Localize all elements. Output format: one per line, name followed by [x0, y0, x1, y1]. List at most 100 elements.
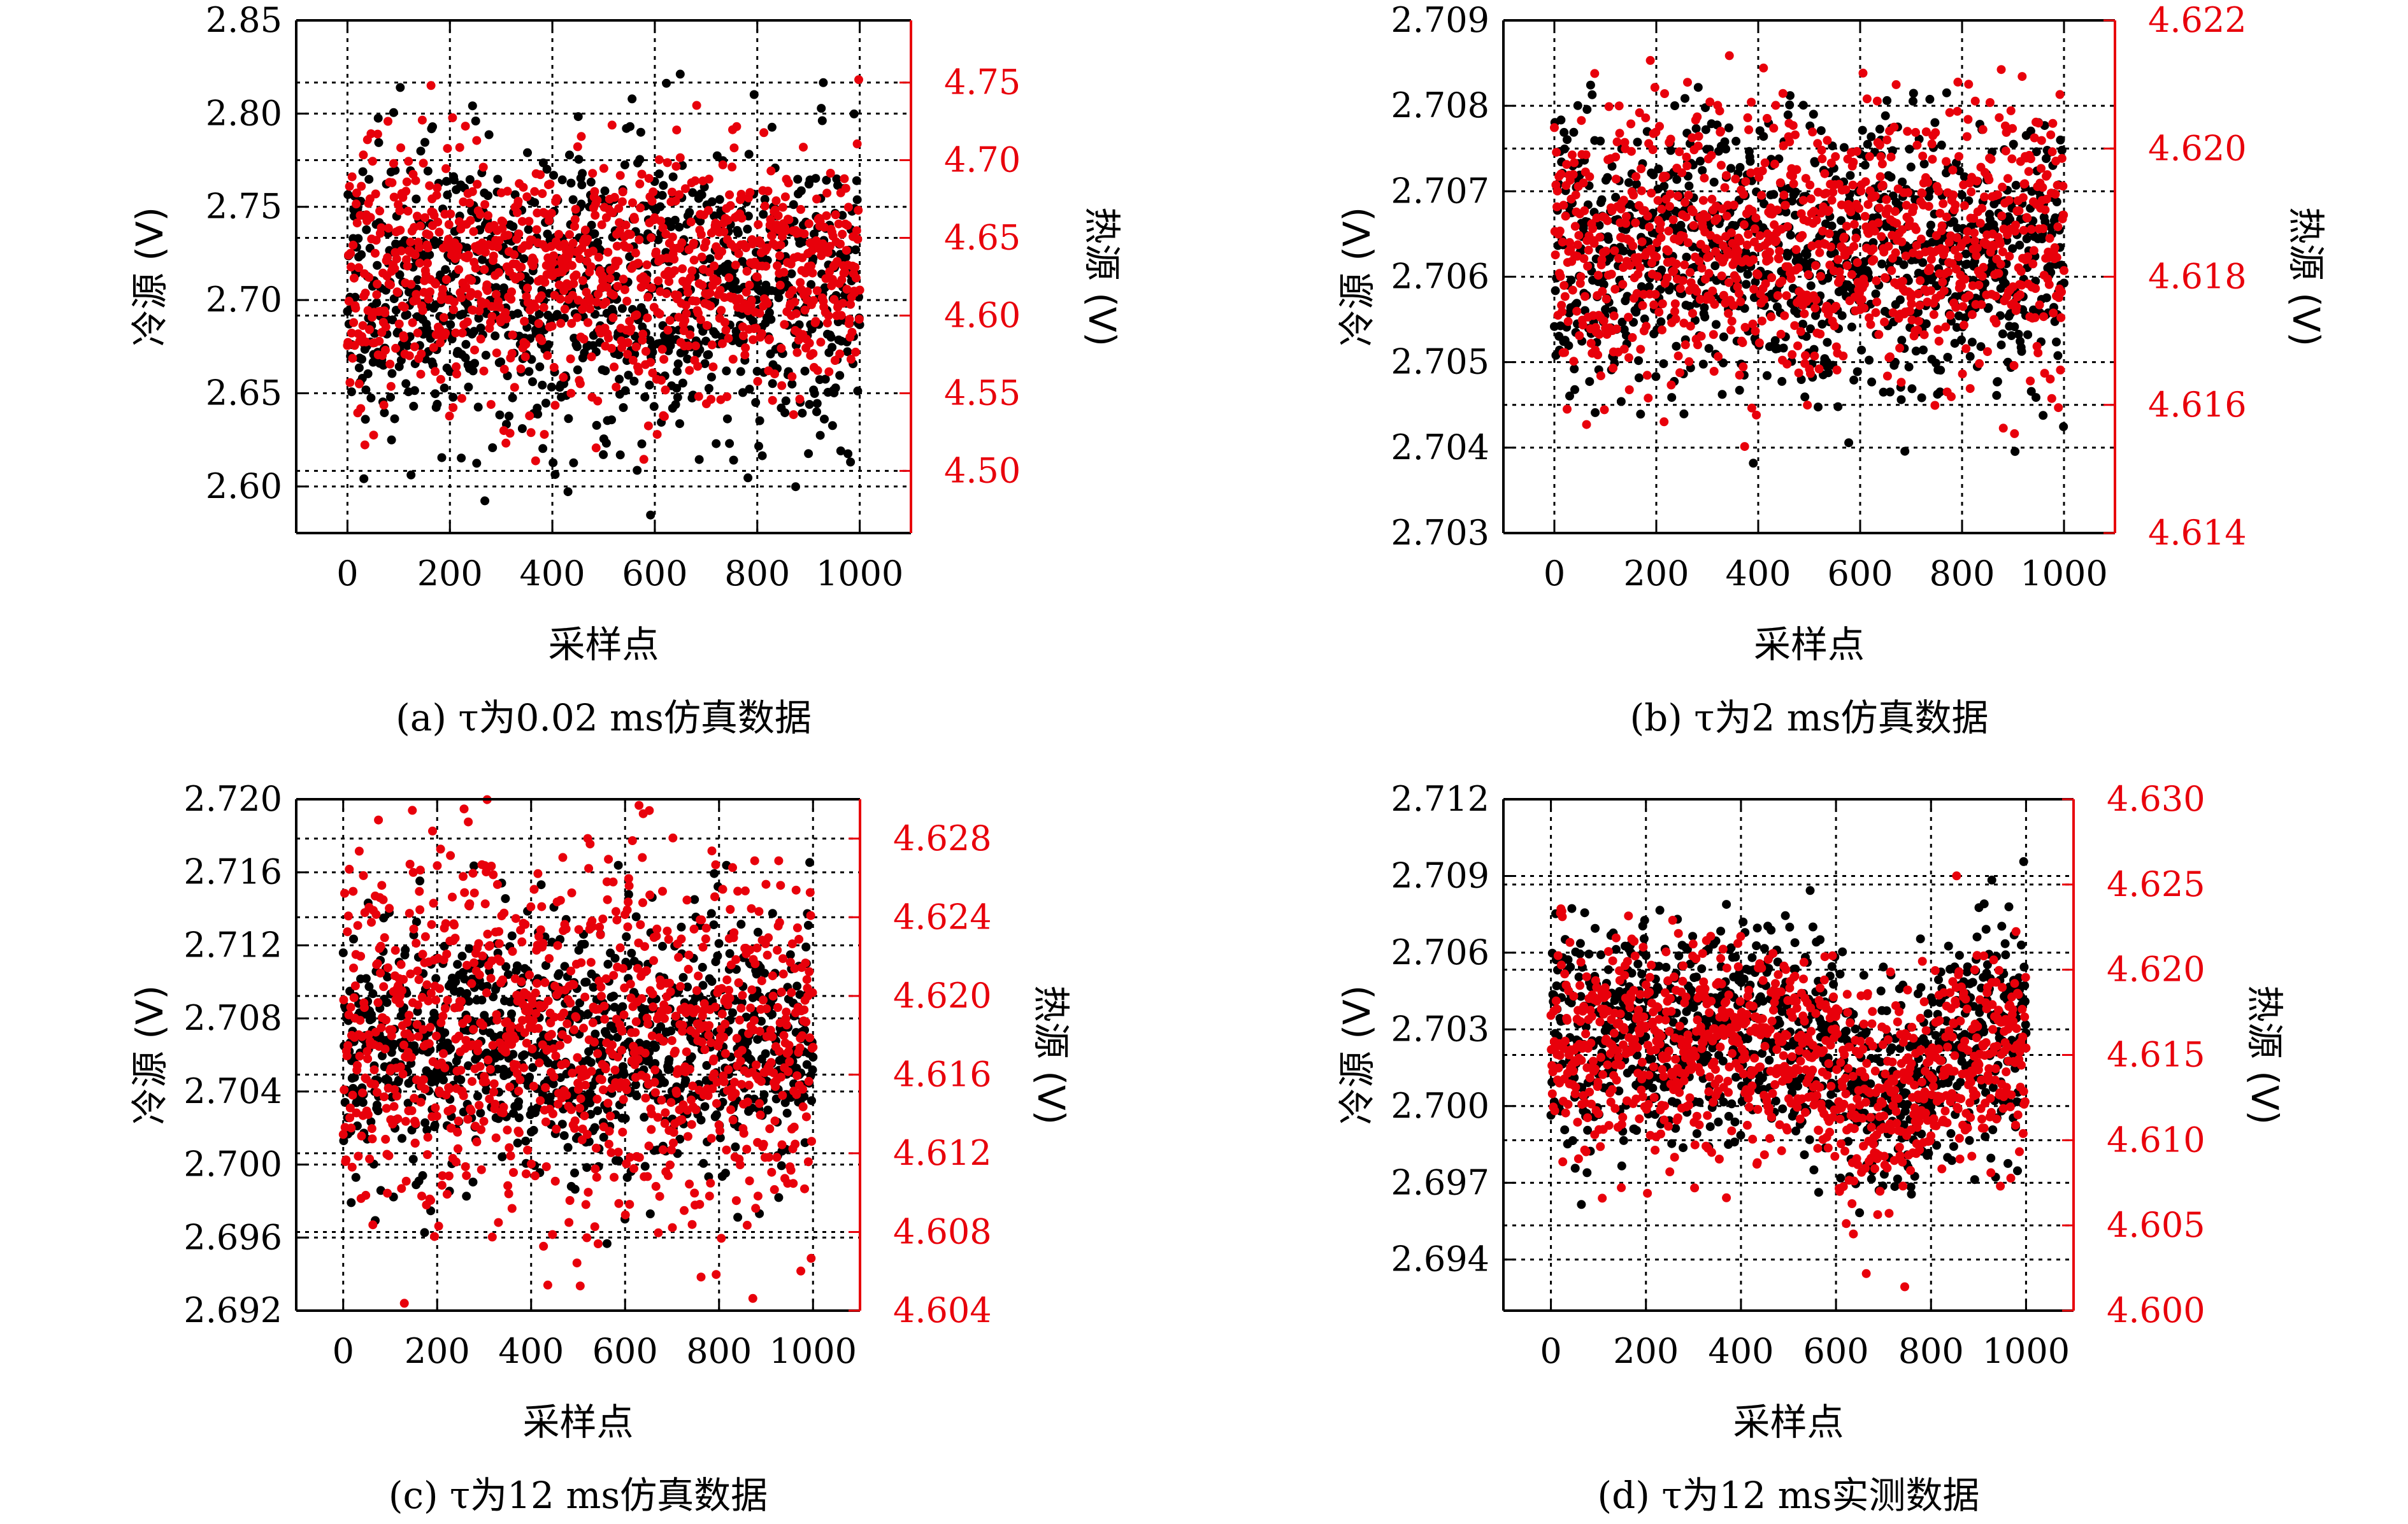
cold-point: [1709, 178, 1719, 187]
cold-point: [632, 1091, 641, 1100]
cold-point: [366, 393, 376, 402]
hot-point: [630, 215, 640, 224]
hot-point: [831, 210, 840, 220]
cold-point: [800, 366, 810, 376]
cold-point: [468, 1178, 478, 1187]
hot-point: [1831, 152, 1840, 161]
hot-point: [1612, 137, 1622, 146]
hot-point: [1642, 322, 1651, 331]
hot-point: [773, 211, 783, 220]
cold-point: [343, 190, 353, 199]
hot-point: [507, 349, 517, 358]
hot-point: [2055, 90, 2065, 99]
cold-point: [443, 190, 452, 200]
hot-point: [433, 217, 443, 227]
hot-point: [850, 262, 860, 272]
hot-point: [543, 351, 552, 360]
cold-point: [1700, 303, 1709, 312]
cold-point: [2052, 338, 2061, 346]
cold-point: [624, 890, 633, 899]
hot-point: [1862, 94, 1872, 104]
hot-point: [1689, 221, 1698, 231]
cold-point: [491, 283, 501, 292]
hot-point: [1671, 314, 1681, 324]
hot-point: [588, 169, 598, 178]
hot-point: [438, 285, 448, 294]
cold-point: [2009, 139, 2018, 149]
hot-point: [641, 275, 651, 285]
cold-point: [713, 951, 722, 960]
hot-point: [1663, 246, 1673, 256]
cold-point: [338, 948, 348, 958]
hot-point: [1927, 139, 1937, 148]
hot-point: [691, 341, 700, 351]
hot-point: [1866, 320, 1875, 329]
cold-point: [1731, 136, 1741, 146]
hot-point: [425, 181, 434, 190]
hot-point: [1688, 309, 1697, 318]
cold-point: [627, 94, 637, 104]
hot-point: [824, 311, 833, 320]
cold-point: [507, 1009, 516, 1018]
hot-point: [707, 340, 717, 350]
x-tick-label: 200: [1623, 553, 1689, 594]
cold-point: [631, 912, 641, 922]
hot-point: [1624, 385, 1634, 394]
hot-point: [722, 392, 732, 401]
cold-point: [1814, 402, 1823, 412]
hot-point: [530, 187, 540, 196]
cold-point: [1634, 356, 1644, 366]
cold-point: [1659, 359, 1668, 369]
cold-point: [1936, 366, 1946, 375]
cold-point: [1596, 136, 1605, 146]
hot-point: [754, 220, 763, 229]
cold-point: [615, 374, 624, 384]
hot-point: [1760, 158, 1770, 167]
hot-point: [1779, 190, 1789, 200]
cold-point: [710, 211, 719, 220]
cold-point: [759, 210, 768, 219]
hot-point: [1874, 218, 1883, 227]
hot-point: [467, 276, 477, 285]
cold-point: [1881, 111, 1890, 120]
cold-point: [728, 1008, 737, 1018]
hot-point: [373, 129, 382, 139]
hot-point: [354, 379, 364, 388]
hot-point: [1911, 225, 1921, 234]
hot-point: [710, 261, 719, 271]
cold-point: [359, 474, 369, 483]
hot-point: [1751, 326, 1760, 336]
hot-point: [1570, 222, 1580, 231]
cold-point: [1998, 329, 2007, 339]
hot-point: [1887, 266, 1896, 275]
hot-point: [538, 189, 547, 198]
cold-point: [843, 449, 853, 459]
cold-point: [1691, 124, 1701, 133]
cold-point: [566, 178, 576, 188]
hot-point: [2034, 118, 2043, 128]
hot-point: [689, 238, 698, 248]
cold-point: [505, 411, 513, 421]
hot-point: [556, 318, 566, 328]
hot-point: [1724, 309, 1733, 318]
hot-point: [641, 346, 650, 356]
hot-point: [1810, 352, 1819, 360]
cold-point: [388, 315, 398, 325]
hot-point: [721, 325, 731, 335]
cold-point: [361, 974, 371, 983]
hot-point: [1816, 271, 1825, 281]
hot-point: [1693, 112, 1702, 122]
hot-point: [1722, 211, 1731, 221]
hot-point: [1783, 222, 1792, 231]
hot-point: [405, 351, 414, 360]
hot-point: [2007, 154, 2017, 164]
cold-point: [482, 1085, 491, 1095]
right-y-tick-label: 4.620: [2148, 128, 2247, 168]
hot-point: [657, 376, 666, 385]
cold-point: [1679, 409, 1689, 418]
hot-point: [441, 329, 450, 338]
cold-point: [464, 382, 473, 392]
hot-point: [1601, 246, 1610, 256]
cold-point: [722, 414, 732, 424]
cold-point: [586, 1058, 596, 1067]
